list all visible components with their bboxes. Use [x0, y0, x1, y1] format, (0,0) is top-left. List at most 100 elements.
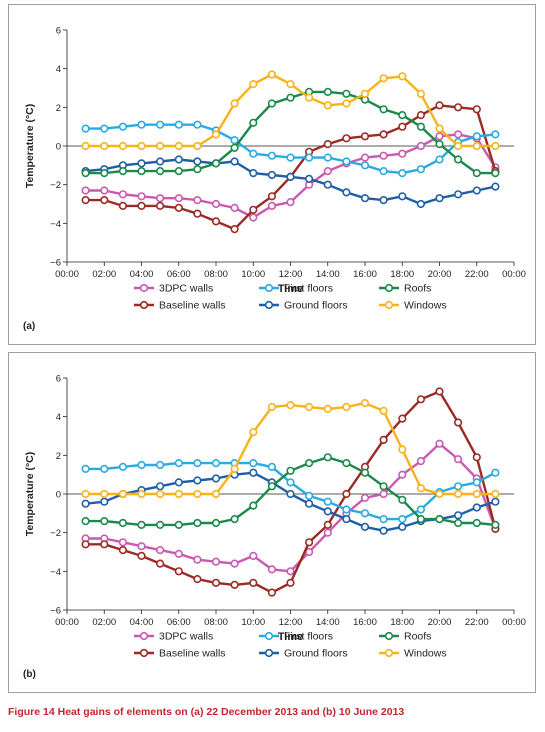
- x-tick-label: 04:00: [130, 269, 154, 280]
- data-point: [211, 518, 221, 528]
- data-point: [267, 462, 277, 471]
- data-point: [379, 482, 388, 491]
- data-point: [211, 578, 221, 587]
- data-point: [323, 180, 332, 189]
- data-point: [193, 165, 202, 174]
- x-tick-label: 00:00: [502, 269, 526, 280]
- data-point: [174, 194, 183, 203]
- data-point: [491, 130, 500, 139]
- data-point: [137, 201, 146, 210]
- data-point: [286, 567, 295, 576]
- data-point: [118, 538, 127, 547]
- chart-b-svg: −6 −4 −2 0 2 4 6 00:00 02:00 04:00 06:00 08:00 10:00…: [24, 374, 526, 660]
- data-point: [137, 460, 146, 470]
- legend-label: Baseline walls: [159, 648, 226, 660]
- x-tick-label: 12:00: [279, 269, 303, 280]
- data-point: [398, 515, 407, 524]
- legend-item: Baseline walls: [134, 300, 226, 312]
- legend-marker: [264, 648, 274, 658]
- x-axis-label: Time: [278, 283, 303, 295]
- series-3dpc-walls: [81, 439, 500, 576]
- data-point: [454, 155, 463, 164]
- series-first-floors: [81, 120, 500, 178]
- legend-label: First floors: [284, 631, 333, 643]
- data-point: [398, 72, 407, 81]
- data-point: [211, 130, 221, 139]
- data-point: [118, 167, 127, 176]
- data-point: [398, 149, 407, 158]
- data-point: [360, 89, 370, 98]
- data-point: [249, 79, 258, 89]
- data-point: [100, 497, 109, 506]
- data-point: [81, 141, 90, 151]
- data-point: [174, 567, 183, 576]
- data-point: [137, 520, 146, 529]
- data-point: [174, 155, 183, 164]
- x-tick-label: 22:00: [465, 617, 489, 628]
- data-point: [100, 124, 109, 133]
- x-tick-label: 20:00: [428, 269, 452, 280]
- data-point: [342, 402, 351, 412]
- data-point: [230, 464, 239, 473]
- data-point: [249, 118, 258, 127]
- x-tick-label: 00:00: [502, 617, 526, 628]
- panel-label-a: (a): [23, 321, 36, 332]
- legend-item: Windows: [379, 648, 447, 660]
- data-point: [472, 186, 481, 195]
- data-point: [100, 169, 109, 178]
- data-point: [416, 505, 426, 514]
- data-point: [379, 489, 388, 499]
- legend-label: 3DPC walls: [159, 283, 213, 295]
- data-point: [435, 140, 444, 149]
- series-3dpc-walls: [81, 130, 500, 222]
- data-point: [118, 141, 127, 151]
- data-point: [472, 453, 481, 462]
- y-tick-label: −2: [50, 180, 61, 191]
- data-point: [211, 199, 221, 209]
- data-point: [435, 194, 444, 203]
- data-point: [398, 495, 407, 504]
- data-point: [398, 414, 407, 423]
- data-point: [286, 578, 295, 587]
- data-point: [342, 489, 351, 499]
- data-point: [323, 404, 332, 414]
- data-point: [305, 538, 314, 547]
- y-axis-label: Temperature (°C): [24, 452, 36, 537]
- data-point: [398, 169, 407, 178]
- data-point: [230, 515, 239, 524]
- data-point: [267, 170, 277, 180]
- legend-item: Roofs: [379, 283, 431, 295]
- data-point: [230, 99, 239, 108]
- data-point: [137, 542, 146, 551]
- data-point: [174, 120, 183, 129]
- data-point: [342, 188, 351, 197]
- data-point: [379, 167, 388, 176]
- data-point: [416, 165, 426, 174]
- legend-label: Ground floors: [284, 300, 348, 312]
- data-point: [379, 515, 388, 524]
- data-point: [286, 172, 295, 181]
- series-line: [85, 123, 496, 175]
- data-point: [454, 141, 463, 151]
- data-point: [193, 120, 202, 129]
- figure-number: Figure 14: [8, 706, 55, 718]
- data-point: [454, 455, 463, 464]
- data-point: [360, 468, 370, 477]
- data-point: [230, 136, 239, 145]
- data-point: [454, 103, 463, 112]
- data-point: [174, 549, 183, 558]
- x-tick-label: 12:00: [279, 617, 303, 628]
- data-point: [156, 120, 165, 129]
- data-point: [323, 497, 332, 506]
- data-point: [416, 484, 426, 493]
- x-tick-label: 16:00: [353, 617, 377, 628]
- legend-marker: [384, 300, 394, 310]
- legend-label: Windows: [404, 300, 447, 312]
- data-point: [416, 456, 426, 466]
- data-point: [323, 101, 332, 110]
- data-point: [286, 79, 295, 89]
- data-point: [360, 493, 370, 502]
- data-point: [323, 507, 332, 516]
- data-point: [398, 192, 407, 201]
- legend-marker: [384, 283, 394, 293]
